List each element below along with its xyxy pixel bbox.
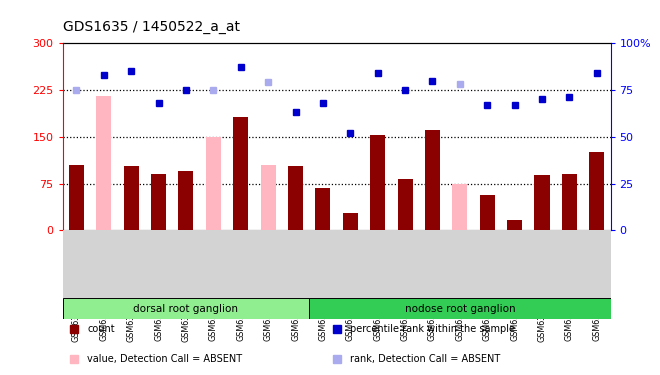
Bar [562,174,577,230]
Bar [206,137,221,230]
Bar [261,165,276,230]
Text: count: count [87,324,115,334]
Bar [370,135,385,230]
Bar [343,213,358,230]
Text: nodose root ganglion: nodose root ganglion [405,304,515,314]
Text: GDS1635 / 1450522_a_at: GDS1635 / 1450522_a_at [63,20,240,34]
Text: value, Detection Call = ABSENT: value, Detection Call = ABSENT [87,354,242,364]
Bar [535,176,550,230]
Bar [397,179,412,230]
Bar [63,298,309,320]
Bar [69,165,84,230]
Bar [96,96,112,230]
Bar [178,171,193,230]
Bar [151,174,166,230]
Bar [507,220,522,230]
Bar [309,298,610,320]
Text: rank, Detection Call = ABSENT: rank, Detection Call = ABSENT [350,354,500,364]
Bar [589,152,605,230]
Bar [480,195,495,230]
Bar [425,130,440,230]
Bar [452,183,467,230]
Bar [123,166,139,230]
Bar [315,188,331,230]
Bar [233,117,248,230]
Bar [288,166,303,230]
Text: percentile rank within the sample: percentile rank within the sample [350,324,515,334]
Text: dorsal root ganglion: dorsal root ganglion [133,304,238,314]
